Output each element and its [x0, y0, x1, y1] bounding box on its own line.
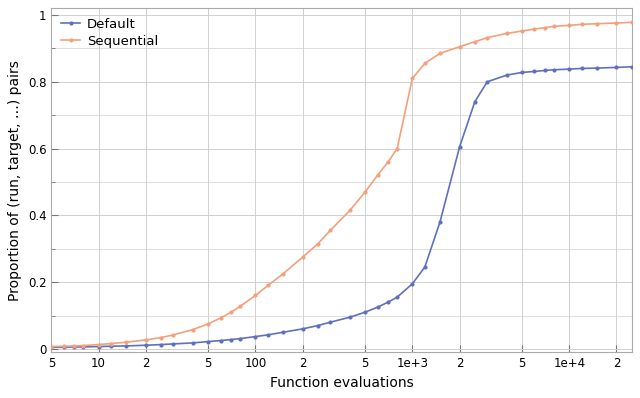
Default: [593, 66, 601, 70]
Sequential: [314, 241, 322, 246]
Default: [217, 338, 225, 343]
Default: [122, 343, 130, 348]
Sequential: [384, 160, 392, 164]
Sequential: [628, 20, 636, 25]
Sequential: [252, 293, 259, 298]
Sequential: [189, 327, 197, 332]
Default: [578, 66, 586, 71]
Default: [346, 315, 354, 320]
Default: [612, 65, 620, 70]
Default: [374, 305, 381, 310]
Default: [107, 344, 115, 349]
Sequential: [503, 31, 511, 36]
Default: [299, 326, 307, 331]
Sequential: [394, 146, 401, 151]
Default: [471, 100, 479, 104]
Default: [531, 69, 538, 74]
X-axis label: Function evaluations: Function evaluations: [269, 376, 413, 390]
Default: [236, 336, 244, 341]
Sequential: [483, 35, 491, 40]
Default: [142, 343, 150, 347]
Default: [79, 345, 87, 349]
Sequential: [47, 344, 55, 349]
Default: [362, 310, 369, 314]
Default: [204, 339, 212, 344]
Sequential: [518, 29, 526, 33]
Sequential: [299, 255, 307, 259]
Default: [279, 330, 287, 335]
Sequential: [227, 310, 235, 314]
Default: [421, 265, 429, 269]
Sequential: [362, 189, 369, 194]
Y-axis label: Proportion of (run, target, …) pairs: Proportion of (run, target, …) pairs: [8, 60, 22, 301]
Default: [314, 323, 322, 328]
Sequential: [593, 21, 601, 26]
Sequential: [408, 76, 416, 81]
Default: [384, 300, 392, 304]
Sequential: [346, 208, 354, 213]
Sequential: [264, 283, 272, 288]
Sequential: [122, 340, 130, 345]
Default: [456, 144, 463, 149]
Default: [170, 341, 177, 346]
Default: [70, 345, 78, 349]
Sequential: [204, 322, 212, 326]
Sequential: [326, 228, 334, 233]
Sequential: [60, 344, 68, 349]
Default: [436, 220, 444, 224]
Default: [518, 70, 526, 75]
Sequential: [70, 343, 78, 348]
Sequential: [95, 342, 102, 347]
Sequential: [531, 27, 538, 31]
Default: [47, 345, 55, 349]
Default: [157, 342, 165, 347]
Sequential: [374, 173, 381, 178]
Sequential: [456, 44, 463, 49]
Sequential: [541, 25, 548, 30]
Sequential: [279, 271, 287, 276]
Sequential: [612, 21, 620, 25]
Sequential: [421, 61, 429, 66]
Line: Sequential: Sequential: [49, 20, 634, 349]
Default: [550, 67, 558, 72]
Default: [503, 73, 511, 78]
Sequential: [578, 22, 586, 27]
Sequential: [79, 343, 87, 348]
Default: [628, 64, 636, 69]
Sequential: [107, 341, 115, 346]
Default: [565, 67, 573, 72]
Default: [264, 332, 272, 337]
Default: [227, 337, 235, 342]
Default: [189, 341, 197, 345]
Sequential: [436, 51, 444, 56]
Default: [541, 68, 548, 73]
Line: Default: Default: [49, 65, 634, 349]
Sequential: [236, 304, 244, 308]
Default: [326, 320, 334, 325]
Sequential: [550, 24, 558, 29]
Default: [483, 80, 491, 84]
Default: [394, 295, 401, 300]
Sequential: [157, 335, 165, 340]
Sequential: [142, 338, 150, 342]
Sequential: [217, 316, 225, 320]
Default: [60, 345, 68, 349]
Sequential: [170, 332, 177, 337]
Default: [408, 281, 416, 286]
Legend: Default, Sequential: Default, Sequential: [57, 14, 162, 51]
Sequential: [565, 23, 573, 28]
Default: [95, 344, 102, 349]
Default: [252, 334, 259, 339]
Sequential: [471, 39, 479, 44]
